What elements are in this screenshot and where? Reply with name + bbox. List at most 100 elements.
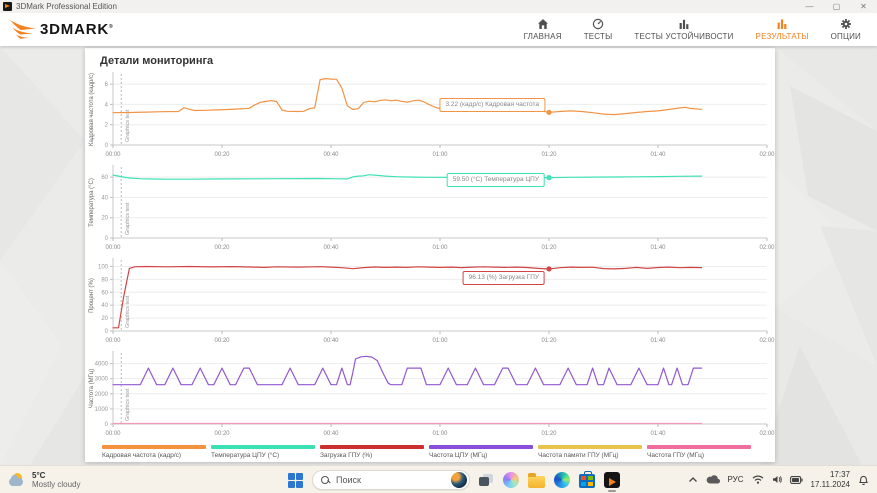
svg-text:Температура (°C): Температура (°C) <box>89 178 95 227</box>
gauge-icon <box>592 18 604 30</box>
task-view-button[interactable] <box>479 473 494 487</box>
search-box[interactable]: Поиск <box>312 470 470 490</box>
volume-icon[interactable] <box>772 475 782 484</box>
brand-logo[interactable]: 3DMARK® <box>9 19 113 41</box>
weather-temp: 5°C <box>32 470 46 480</box>
svg-text:Graphics test: Graphics test <box>125 295 131 328</box>
brand-logo-icon <box>10 19 36 39</box>
svg-text:01:40: 01:40 <box>650 245 666 251</box>
svg-text:Graphics test: Graphics test <box>125 109 131 142</box>
language-switch[interactable]: РУС <box>727 475 744 484</box>
svg-text:01:20: 01:20 <box>541 338 557 344</box>
system-tray: РУС 17:37 17.11.2024 <box>688 470 869 489</box>
cloud-icon[interactable] <box>706 475 720 484</box>
window-title: 3DMark Professional Edition <box>16 2 117 11</box>
start-button[interactable] <box>288 472 303 488</box>
chevron-up-icon[interactable] <box>688 476 698 483</box>
svg-text:100: 100 <box>98 264 109 270</box>
chart-legend: Кадровая частота (кадр/с) Температура ЦП… <box>85 445 775 459</box>
legend-item-frame-rate[interactable]: Кадровая частота (кадр/с) <box>102 445 211 459</box>
svg-text:Graphics test: Graphics test <box>125 388 131 421</box>
legend-color-bar <box>538 445 642 449</box>
search-placeholder: Поиск <box>336 475 361 485</box>
file-explorer-button[interactable] <box>528 473 545 488</box>
svg-text:00:00: 00:00 <box>105 245 121 251</box>
legend-item-gpu-load[interactable]: Загрузка ГПУ (%) <box>320 445 429 459</box>
svg-text:40: 40 <box>101 303 108 309</box>
wifi-icon[interactable] <box>752 475 764 484</box>
svg-text:01:20: 01:20 <box>541 245 557 251</box>
svg-text:Частота (МГц): Частота (МГц) <box>89 369 95 409</box>
copilot-button[interactable] <box>503 472 519 488</box>
svg-text:4: 4 <box>105 102 109 108</box>
svg-text:01:20: 01:20 <box>541 152 557 158</box>
svg-text:2: 2 <box>105 123 109 129</box>
svg-text:01:40: 01:40 <box>650 152 666 158</box>
svg-text:00:00: 00:00 <box>105 431 121 437</box>
svg-text:0: 0 <box>105 143 109 149</box>
svg-text:00:40: 00:40 <box>323 431 339 437</box>
clock[interactable]: 17:37 17.11.2024 <box>811 470 850 489</box>
svg-text:4000: 4000 <box>95 362 109 368</box>
weather-widget[interactable]: 5°C Mostly cloudy <box>9 471 80 489</box>
svg-text:01:00: 01:00 <box>432 152 448 158</box>
tray-time: 17:37 <box>829 469 850 479</box>
svg-text:3000: 3000 <box>95 377 109 383</box>
legend-item-cpu-temp[interactable]: Температура ЦПУ (°C) <box>211 445 320 459</box>
svg-text:60: 60 <box>101 290 108 296</box>
home-icon <box>537 19 548 29</box>
nav-item-home[interactable]: ГЛАВНАЯ <box>524 18 562 41</box>
tray-date: 17.11.2024 <box>810 479 850 489</box>
chart-frequency[interactable]: 0 1000 2000 3000 4000 00:00 00:20 00:40 01:00 01:… <box>85 349 775 442</box>
svg-text:Процент (%): Процент (%) <box>89 278 95 313</box>
weather-condition: Mostly cloudy <box>32 479 81 489</box>
threedmark-taskbar-button[interactable] <box>604 472 620 492</box>
taskbar-center: Поиск <box>288 466 620 493</box>
svg-text:00:40: 00:40 <box>323 245 339 251</box>
nav-item-tests[interactable]: ТЕСТЫ <box>584 18 613 41</box>
svg-text:01:40: 01:40 <box>650 431 666 437</box>
svg-text:60: 60 <box>101 175 108 181</box>
app-icon <box>3 2 12 11</box>
panel-title: Детали мониторинга <box>100 55 214 67</box>
registered-mark: ® <box>108 24 114 30</box>
chart-gpu-load[interactable]: 0 20 40 60 80 100 00:00 00:20 00:40 01:00 01:20 01:… <box>85 256 775 349</box>
chart-tooltip: 96.13 (%) Загрузка ГПУ <box>462 270 545 285</box>
svg-text:02:00: 02:00 <box>759 431 775 437</box>
svg-text:01:40: 01:40 <box>650 338 666 344</box>
chart-tooltip: 3.22 (кадр/с) Кадровая частота <box>439 98 545 113</box>
navbar: 3DMARK® ГЛАВНАЯ ТЕСТЫ ТЕСТЫ УСТОЙЧИВОСТИ… <box>0 13 877 46</box>
maximize-button[interactable]: ▢ <box>832 2 841 11</box>
svg-text:00:40: 00:40 <box>323 152 339 158</box>
edge-button[interactable] <box>554 472 570 488</box>
chart-frame-rate[interactable]: 0 2 4 6 00:00 00:20 00:40 01:00 01:20 01:40 02:00 К… <box>85 70 775 163</box>
close-button[interactable]: ✕ <box>860 2 867 11</box>
search-icon <box>321 475 330 485</box>
nav-items: ГЛАВНАЯ ТЕСТЫ ТЕСТЫ УСТОЙЧИВОСТИ РЕЗУЛЬТ… <box>524 18 861 41</box>
legend-color-bar <box>102 445 206 449</box>
legend-item-cpu-freq[interactable]: Частота ЦПУ (МГц) <box>429 445 538 459</box>
legend-item-gpu-mem-freq[interactable]: Частота памяти ГПУ (МГц) <box>538 445 647 459</box>
nav-item-results[interactable]: РЕЗУЛЬТАТЫ <box>756 18 809 41</box>
store-button[interactable] <box>579 471 595 488</box>
stress-bars-icon <box>679 19 689 29</box>
svg-text:01:00: 01:00 <box>432 245 448 251</box>
legend-color-bar <box>647 445 751 449</box>
gear-icon <box>840 19 851 29</box>
bell-icon[interactable] <box>858 474 869 486</box>
chart-temperature[interactable]: 0 20 40 60 00:00 00:20 00:40 01:00 01:20 01:40 02:… <box>85 163 775 256</box>
window-titlebar: 3DMark Professional Edition — ▢ ✕ <box>0 0 877 13</box>
legend-color-bar <box>211 445 315 449</box>
svg-text:00:20: 00:20 <box>214 152 230 158</box>
svg-text:0: 0 <box>105 329 109 335</box>
minimize-button[interactable]: — <box>805 2 814 11</box>
svg-text:40: 40 <box>101 195 108 201</box>
legend-item-gpu-freq[interactable]: Частота ГПУ (МГц) <box>647 445 756 459</box>
svg-text:01:20: 01:20 <box>541 431 557 437</box>
nav-item-stress-tests[interactable]: ТЕСТЫ УСТОЙЧИВОСТИ <box>634 18 733 41</box>
svg-text:2000: 2000 <box>95 392 109 398</box>
nav-item-options[interactable]: ОПЦИИ <box>831 18 861 41</box>
brand-logo-text: 3DMARK® <box>40 21 114 38</box>
battery-icon[interactable] <box>789 475 803 484</box>
windows-logo-icon <box>288 472 295 480</box>
